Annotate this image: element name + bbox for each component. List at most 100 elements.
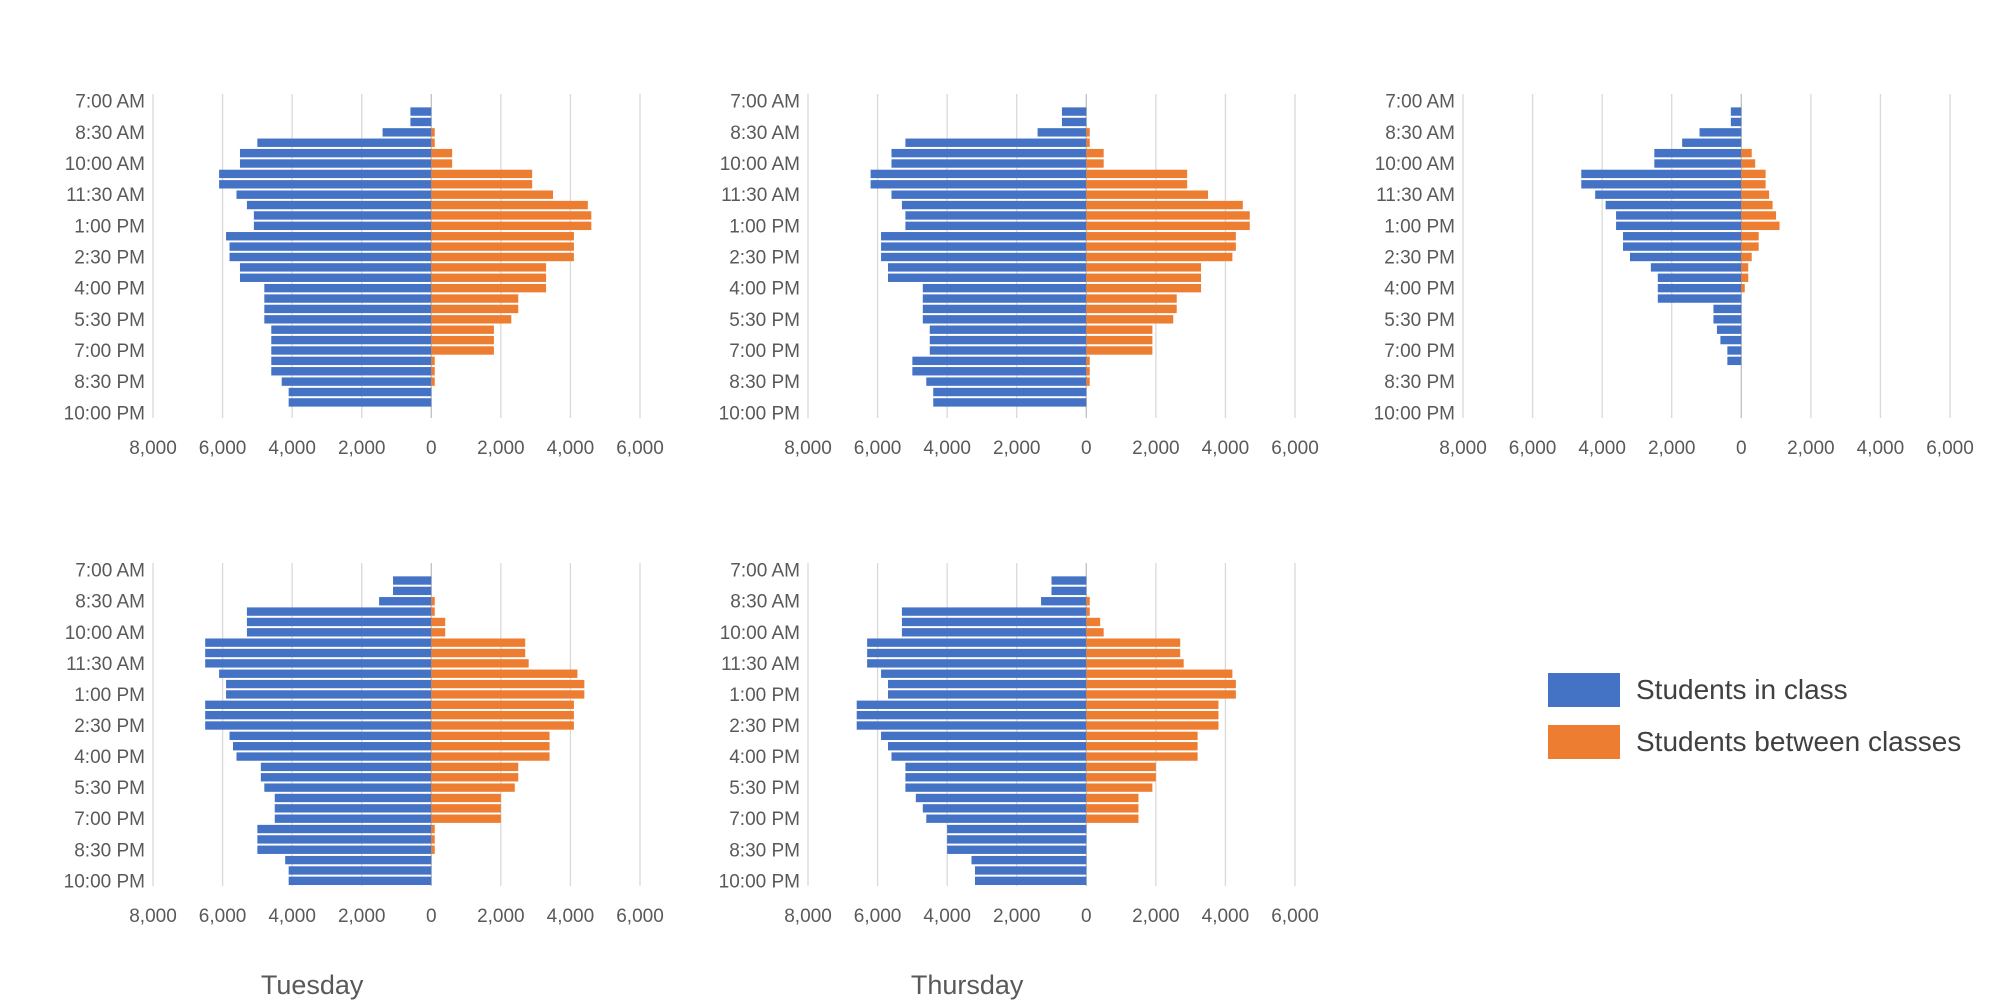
bar-between-classes — [1086, 283, 1202, 293]
bar-in-class — [1727, 356, 1742, 366]
bar-in-class — [246, 628, 432, 637]
bar-between-classes — [431, 597, 435, 606]
x-tick-label: 2,000 — [1132, 438, 1180, 459]
bar-between-classes — [1086, 128, 1090, 137]
bar-in-class — [226, 232, 432, 241]
bar-in-class — [1650, 263, 1742, 272]
bar-between-classes — [431, 679, 585, 689]
bar-between-classes — [431, 773, 519, 782]
bar-in-class — [905, 762, 1087, 772]
bar-in-class — [881, 669, 1087, 678]
y-tick-label: 10:00 PM — [64, 871, 145, 892]
x-tick-label: 2,000 — [993, 906, 1041, 927]
bar-in-class — [915, 793, 1087, 803]
bar-between-classes — [431, 315, 512, 324]
bar-between-classes — [1086, 346, 1153, 355]
bar-between-classes — [431, 690, 585, 699]
y-tick-label: 10:00 AM — [65, 623, 145, 644]
legend-label-between: Students between classes — [1636, 726, 1962, 757]
bar-in-class — [870, 169, 1087, 179]
x-tick-label: 6,000 — [616, 438, 664, 459]
bar-in-class — [1716, 325, 1742, 334]
bar-in-class — [888, 263, 1087, 272]
x-tick-label: 8,000 — [1439, 438, 1487, 459]
y-tick-label: 8:30 PM — [729, 372, 800, 393]
y-tick-label: 4:00 PM — [729, 279, 800, 300]
bar-in-class — [905, 221, 1087, 231]
panel-title: Tuesday — [261, 970, 364, 1000]
bar-in-class — [239, 263, 432, 272]
y-tick-label: 2:30 PM — [74, 248, 145, 269]
bar-between-classes — [431, 232, 574, 241]
bar-in-class — [233, 742, 432, 751]
y-tick-label: 11:30 AM — [721, 185, 800, 206]
bar-in-class — [1713, 304, 1742, 314]
bar-in-class — [891, 159, 1087, 168]
x-tick-label: 6,000 — [199, 906, 247, 927]
bar-between-classes — [1086, 669, 1233, 678]
x-tick-label: 2,000 — [477, 438, 525, 459]
bar-in-class — [901, 617, 1087, 627]
bar-between-classes — [1086, 742, 1198, 751]
bar-in-class — [288, 387, 432, 397]
bar-in-class — [253, 221, 432, 231]
x-tick-label: 6,000 — [1271, 438, 1319, 459]
bar-in-class — [891, 752, 1087, 761]
bar-between-classes — [1741, 180, 1766, 189]
chart-panel-1: 7:00 AM 8:30 AM 10:00 AM 11:30 AM 1:00 PM 2:3… — [64, 92, 664, 459]
bar-between-classes — [1086, 211, 1250, 220]
bar-in-class — [379, 597, 432, 606]
x-tick-label: 0 — [426, 438, 437, 459]
bar-between-classes — [431, 762, 519, 772]
x-tick-label: 8,000 — [129, 906, 177, 927]
legend-label-in-class: Students in class — [1636, 674, 1848, 705]
bar-in-class — [867, 659, 1087, 668]
bar-in-class — [393, 576, 432, 585]
bar-in-class — [1682, 138, 1742, 147]
bar-between-classes — [1086, 335, 1153, 345]
bar-between-classes — [1086, 721, 1219, 730]
bar-between-classes — [1741, 200, 1773, 210]
bar-between-classes — [431, 148, 453, 158]
bar-between-classes — [1086, 814, 1139, 823]
bar-between-classes — [1086, 804, 1139, 813]
y-tick-label: 5:30 PM — [729, 778, 800, 799]
y-tick-label: 7:00 AM — [1385, 92, 1455, 113]
bar-in-class — [260, 773, 432, 782]
chart-panel-5: 7:00 AM 8:30 AM 10:00 AM 11:30 AM 1:00 PM 2:3… — [719, 561, 1319, 1000]
y-tick-label: 4:00 PM — [1384, 279, 1455, 300]
bar-in-class — [264, 283, 432, 293]
bar-between-classes — [431, 221, 592, 231]
bar-in-class — [947, 835, 1087, 844]
x-tick-label: 6,000 — [854, 438, 902, 459]
x-tick-label: 8,000 — [784, 438, 832, 459]
bar-between-classes — [1086, 169, 1188, 179]
x-tick-label: 0 — [1081, 906, 1092, 927]
bar-in-class — [912, 356, 1087, 366]
bar-in-class — [288, 876, 432, 885]
bar-in-class — [1657, 283, 1742, 293]
bar-between-classes — [1086, 628, 1104, 637]
bar-in-class — [271, 346, 432, 355]
bar-between-classes — [1086, 242, 1236, 251]
bar-between-classes — [431, 607, 435, 616]
chart-panel-4: 7:00 AM 8:30 AM 10:00 AM 11:30 AM 1:00 PM 2:3… — [64, 561, 664, 1000]
bar-between-classes — [431, 128, 435, 137]
bar-in-class — [947, 824, 1087, 834]
bar-in-class — [226, 690, 432, 699]
bar-in-class — [239, 159, 432, 168]
y-tick-label: 2:30 PM — [74, 716, 145, 737]
bar-in-class — [205, 659, 432, 668]
bar-between-classes — [431, 200, 588, 210]
bar-in-class — [257, 138, 432, 147]
bar-in-class — [226, 679, 432, 689]
x-tick-label: 2,000 — [1648, 438, 1696, 459]
bar-in-class — [205, 710, 432, 720]
bar-in-class — [219, 169, 432, 179]
bar-between-classes — [1086, 325, 1153, 334]
y-tick-label: 10:00 PM — [719, 871, 800, 892]
bar-in-class — [1654, 159, 1742, 168]
y-tick-label: 5:30 PM — [1384, 310, 1455, 331]
bar-in-class — [922, 283, 1087, 293]
bar-between-classes — [431, 169, 533, 179]
